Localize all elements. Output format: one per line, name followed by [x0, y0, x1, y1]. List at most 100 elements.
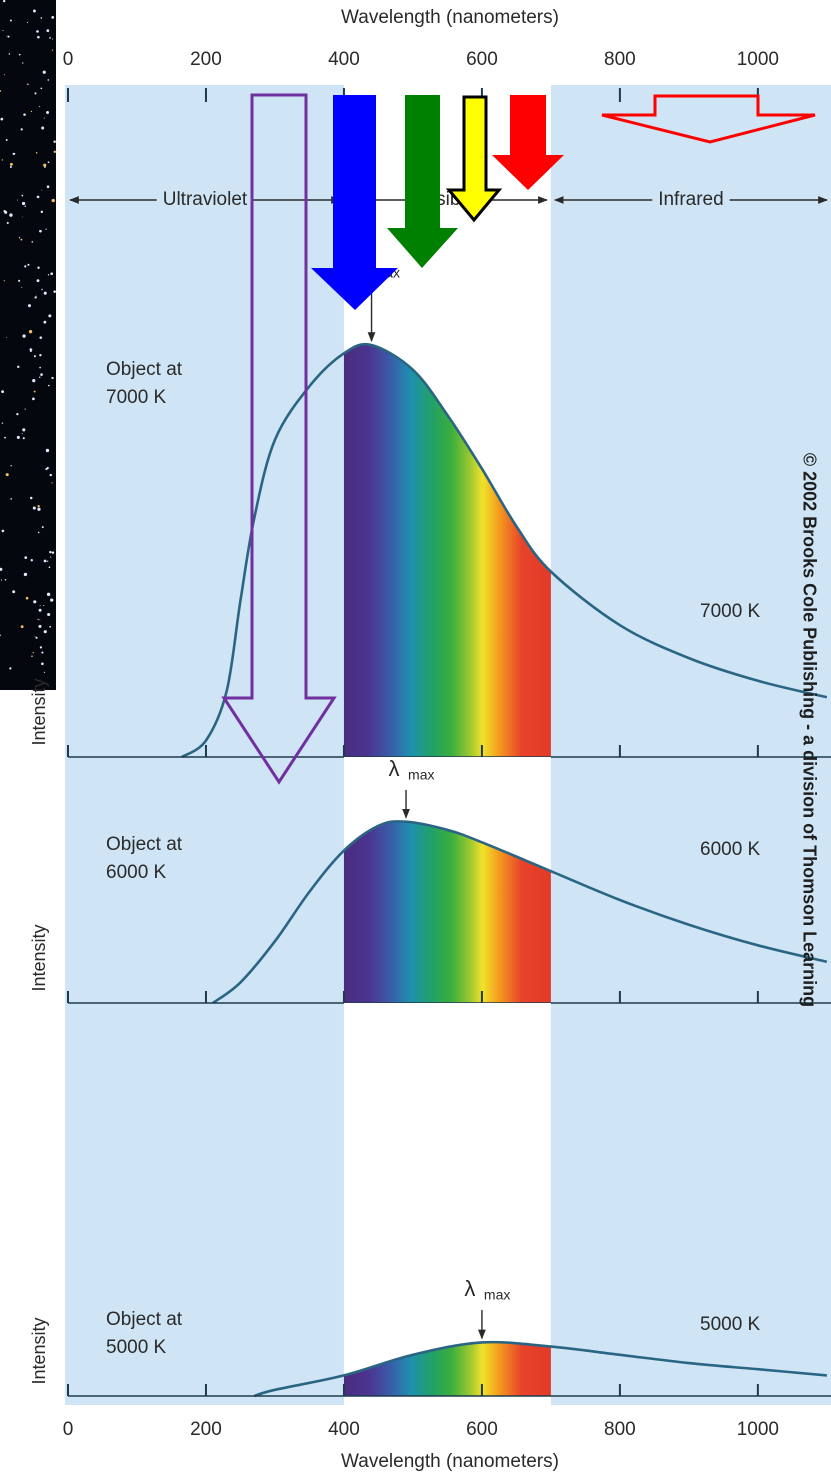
star [51, 551, 55, 554]
star [27, 263, 30, 266]
purple-arrow [221, 93, 337, 785]
star [38, 608, 42, 612]
blue-arrow [311, 95, 398, 310]
star [46, 592, 51, 597]
star [24, 556, 28, 559]
lambda-subscript: max [484, 1287, 510, 1303]
series-label: 5000 K [700, 1314, 761, 1335]
green-arrow [387, 95, 458, 268]
star [53, 140, 56, 144]
lambda-symbol: λ [389, 756, 400, 781]
star [32, 397, 35, 401]
star [31, 655, 33, 658]
star [21, 286, 23, 288]
x-tick-label: 400 [328, 49, 360, 70]
star [36, 279, 40, 283]
star [36, 30, 39, 33]
red-outline-arrow [601, 94, 816, 144]
star [38, 624, 42, 628]
star [37, 35, 40, 39]
red-arrow [492, 95, 564, 190]
star [46, 29, 50, 33]
star [5, 139, 8, 141]
object-label: Object at [106, 359, 183, 380]
star [39, 619, 41, 621]
star [1, 159, 3, 161]
star [21, 194, 24, 197]
object-label: 6000 K [106, 862, 167, 883]
star [10, 464, 12, 467]
star [50, 556, 52, 558]
star [29, 496, 33, 500]
starfield [0, 0, 57, 690]
star [0, 90, 1, 92]
lambda-symbol: λ [464, 1276, 475, 1301]
star [5, 473, 9, 477]
star [41, 526, 44, 529]
star [32, 379, 36, 383]
star [47, 161, 50, 164]
star [51, 376, 54, 380]
star [12, 152, 16, 156]
star [39, 353, 42, 357]
x-tick-label: 600 [466, 1419, 498, 1440]
star [28, 329, 33, 334]
star [22, 437, 25, 440]
star [43, 291, 47, 295]
x-tick-label: 600 [466, 49, 498, 70]
star [45, 448, 50, 453]
star [30, 110, 33, 113]
star [46, 185, 50, 188]
star [16, 413, 19, 416]
star [39, 229, 42, 233]
x-axis-title: Wavelength (nanometers) [341, 7, 559, 28]
star [41, 662, 44, 666]
y-axis-title: Intensity [29, 924, 49, 991]
star [0, 567, 3, 571]
star [50, 598, 54, 602]
star [39, 376, 41, 378]
star [51, 49, 54, 51]
x-tick-label: 400 [328, 1419, 360, 1440]
x-tick-label: 200 [190, 49, 222, 70]
star [22, 334, 26, 338]
star [20, 625, 24, 629]
star [41, 126, 45, 130]
star [30, 558, 33, 562]
x-tick-label: 0 [63, 1419, 74, 1440]
star [2, 0, 6, 3]
star [22, 428, 26, 432]
x-tick-label: 1000 [737, 1419, 779, 1440]
star [4, 579, 7, 581]
star [1, 422, 4, 424]
star [43, 163, 47, 167]
star [40, 87, 43, 90]
star [22, 216, 24, 218]
object-label: 7000 K [106, 387, 167, 408]
star [52, 38, 54, 40]
star [3, 280, 5, 282]
star [41, 651, 44, 654]
star [6, 35, 8, 37]
star [39, 646, 43, 649]
star [20, 128, 23, 131]
star [35, 152, 38, 154]
star [16, 199, 18, 201]
star [47, 612, 51, 617]
star [33, 600, 37, 604]
plot-area: 7000 K 0 200 400 600 800 1000 Wavelength (nanom… [29, 7, 831, 1472]
star [26, 22, 28, 24]
star [21, 433, 23, 434]
series-label: 6000 K [700, 839, 761, 860]
star [24, 265, 27, 268]
star [18, 237, 21, 239]
star [22, 62, 24, 64]
star [36, 195, 40, 199]
star [47, 274, 50, 276]
star [41, 189, 43, 191]
intensity-curve [212, 820, 828, 1005]
star [39, 366, 41, 369]
star [34, 635, 36, 637]
x-tick-label: 200 [190, 1419, 222, 1440]
